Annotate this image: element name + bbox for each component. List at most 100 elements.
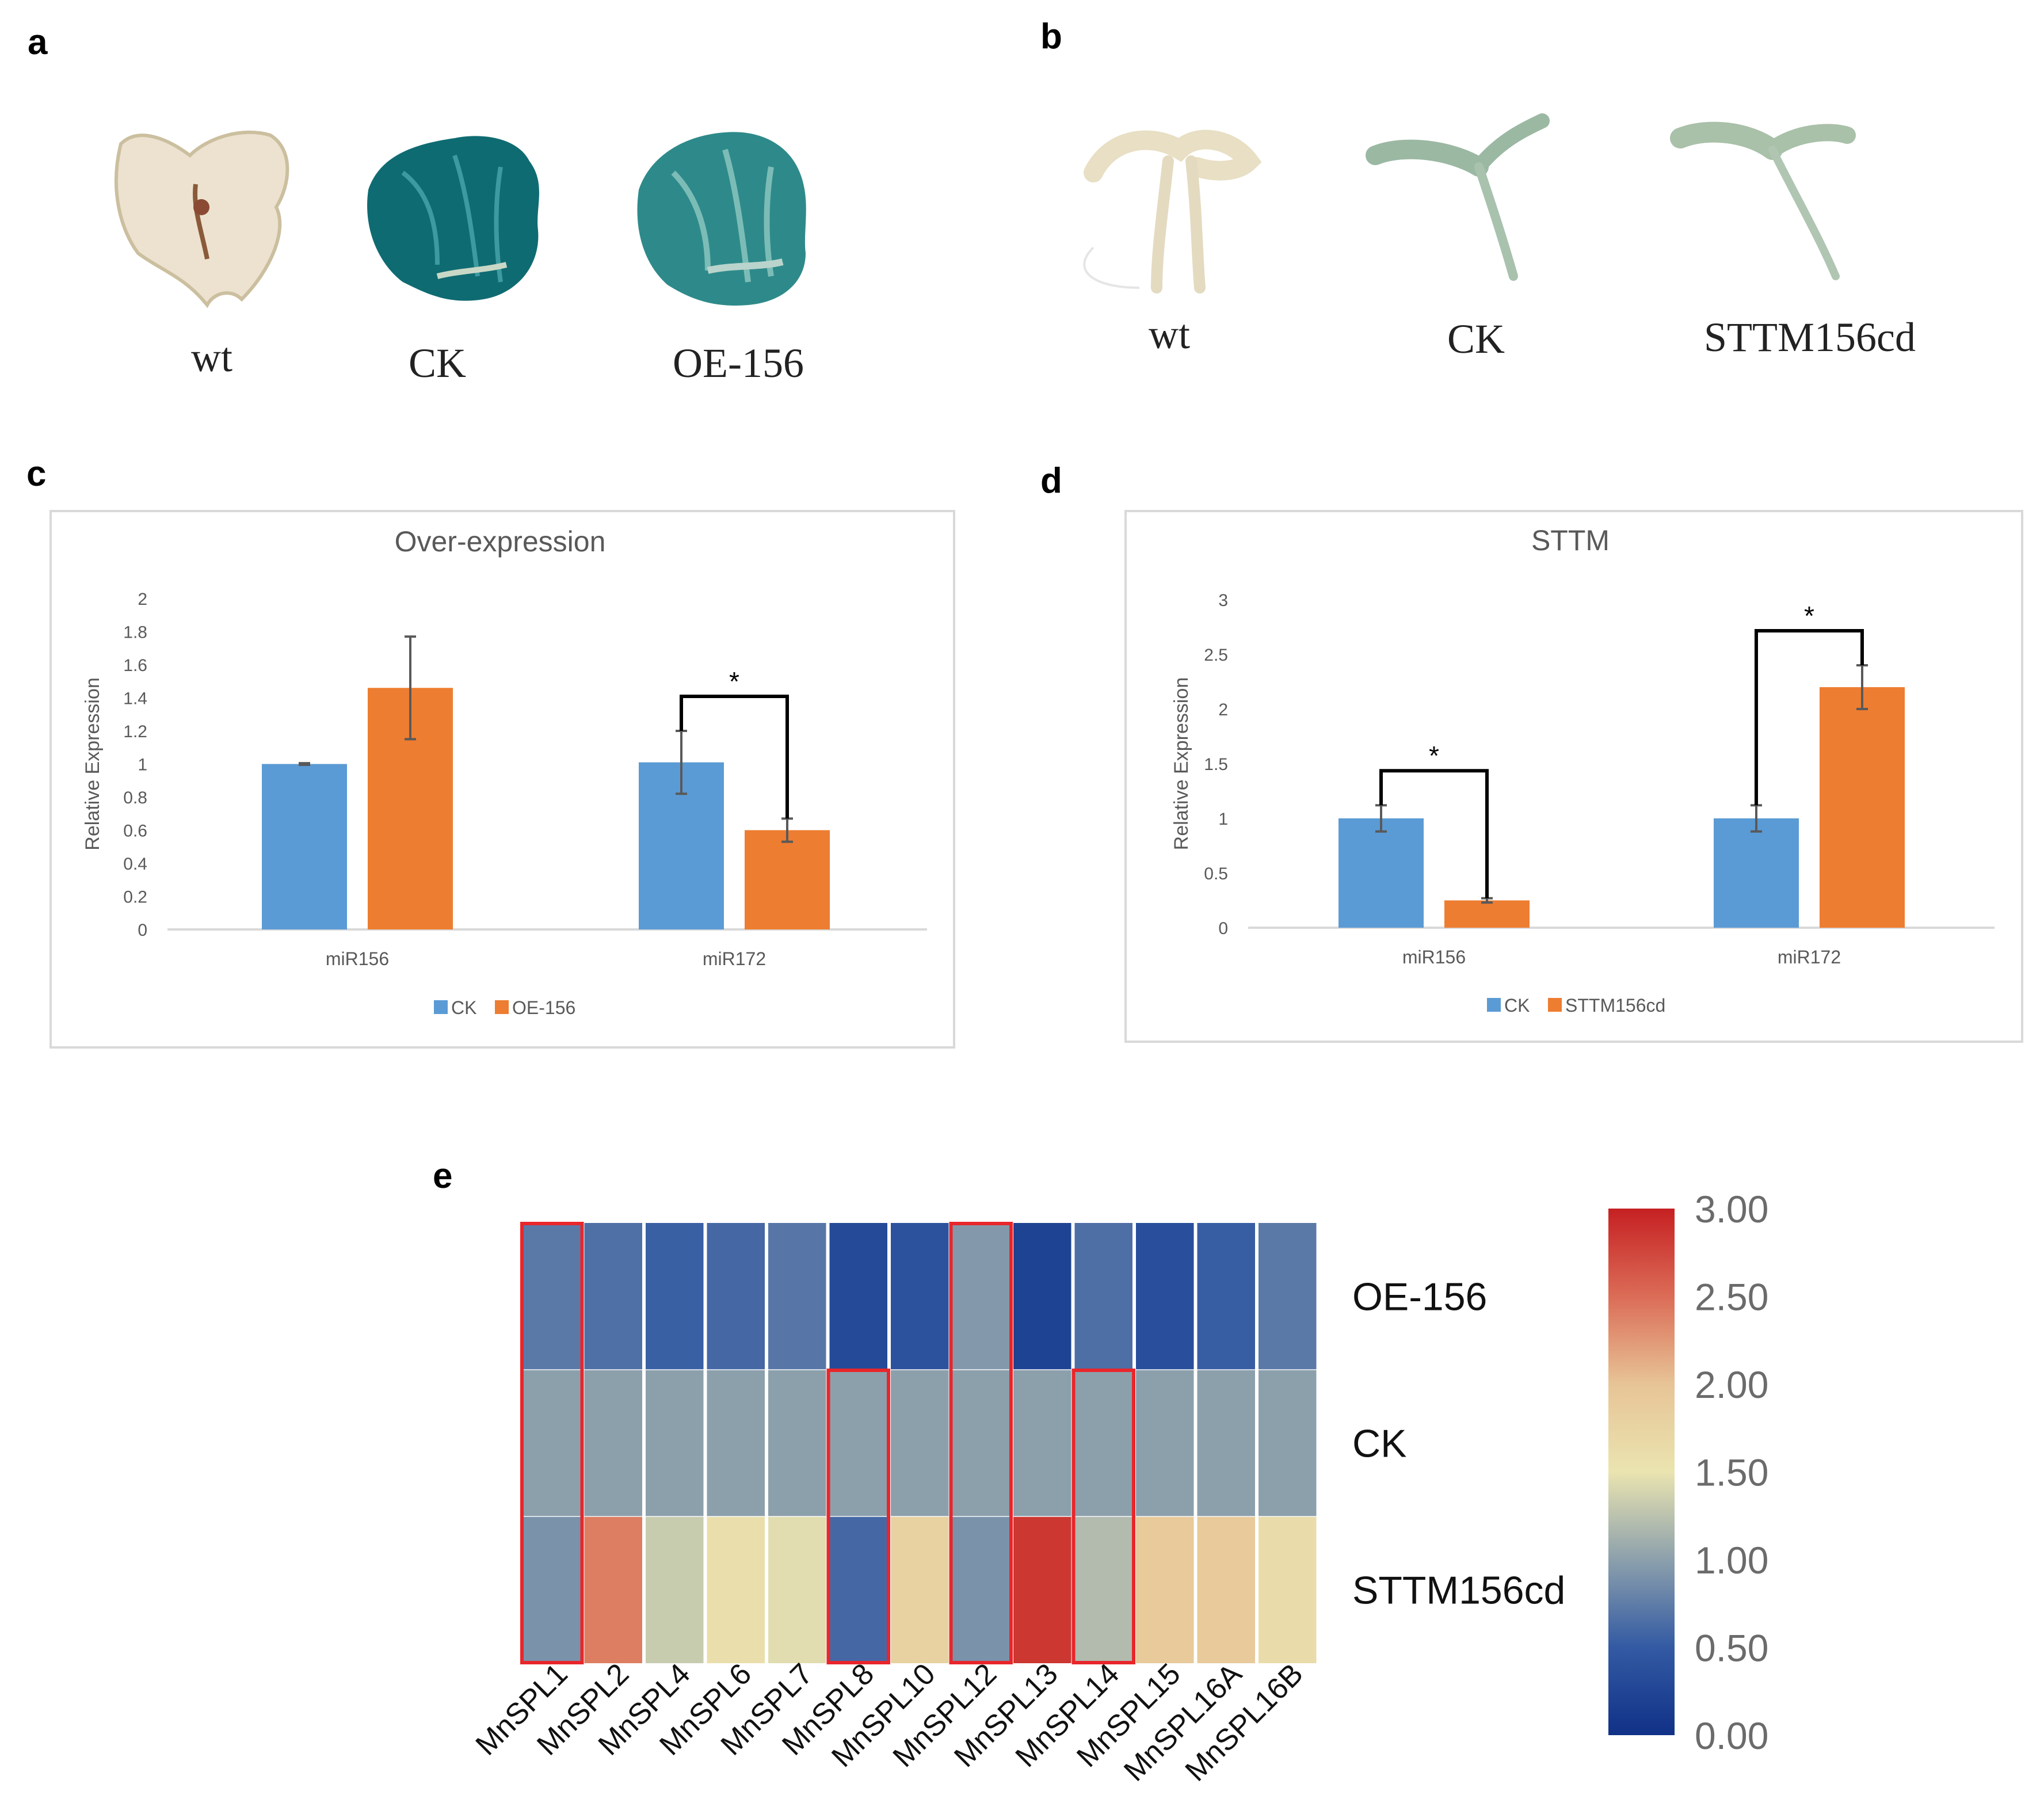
heatmap-cell-mnspl10-oe-156 (891, 1223, 949, 1370)
panel-letter-b: b (1040, 17, 1062, 56)
legend-label-sttm156cd: STTM156cd (1565, 995, 1665, 1016)
colorbar (1608, 1209, 1675, 1735)
heatmap-cell-mnspl12-ck (952, 1370, 1010, 1516)
heatmap-cell-mnspl14-sttm156cd (1074, 1516, 1132, 1663)
heatmap-cell-mnspl8-ck (829, 1370, 887, 1516)
heatmap-cell-mnspl14-oe-156 (1074, 1223, 1132, 1370)
y-tick-label: 0.2 (123, 888, 147, 907)
heatmap-cell-mnspl16a-ck (1197, 1370, 1255, 1516)
panel-c-chart: Over-expression Relative Expression 0 0.2 0.… (82, 525, 927, 1018)
heatmap-cell-mnspl15-oe-156 (1136, 1223, 1194, 1370)
x-tick-label: miR172 (703, 948, 766, 969)
heatmap-cell-mnspl16b-sttm156cd (1259, 1516, 1317, 1663)
seedling-ck-image (1366, 113, 1550, 281)
heatmap-cell-mnspl1-sttm156cd (523, 1516, 581, 1663)
y-tick-label: 0.5 (1204, 864, 1228, 883)
panel-b-label-wt: wt (1149, 311, 1190, 357)
heatmap-cell-mnspl2-oe-156 (584, 1223, 642, 1370)
y-tick-label: 0.4 (123, 855, 147, 874)
heatmap-cell-mnspl8-oe-156 (829, 1223, 887, 1370)
heatmap-row-label: OE-156 (1352, 1275, 1487, 1319)
legend-label-ck: CK (451, 997, 476, 1018)
x-tick-label: miR156 (326, 948, 389, 969)
y-tick-label: 1.4 (123, 689, 147, 708)
panel-a-label-oe156: OE-156 (673, 340, 804, 386)
heatmap-cell-mnspl12-oe-156 (952, 1223, 1010, 1370)
bar-ck-mir156 (1338, 818, 1424, 928)
significance-star: * (1804, 601, 1814, 631)
panel-letter-e: e (433, 1156, 453, 1196)
highlight-box-mnspl12 (949, 1222, 1013, 1664)
significance-bracket (1379, 769, 1489, 898)
panel-b-label-sttm156cd: STTM156cd (1704, 314, 1916, 360)
panel-a-photos (114, 130, 806, 308)
chart-title: STTM (1531, 524, 1610, 557)
legend-swatch-oe-156 (495, 1000, 509, 1014)
bar-sttm156cd-mir156 (1444, 900, 1530, 928)
y-tick-label: 0 (1218, 919, 1228, 938)
heatmap-cell-mnspl13-sttm156cd (1013, 1516, 1071, 1663)
colorbar-tick-label: 2.50 (1695, 1276, 1768, 1318)
panel-b-photos (1083, 113, 1856, 294)
heatmap-cell-mnspl16a-sttm156cd (1197, 1516, 1255, 1663)
heatmap-cell-mnspl15-sttm156cd (1136, 1516, 1194, 1663)
heatmap-cell-mnspl7-oe-156 (768, 1223, 826, 1370)
significance-star: * (1429, 741, 1439, 771)
heatmap-cell-mnspl12-sttm156cd (952, 1516, 1010, 1663)
y-tick-label: 2 (138, 590, 147, 609)
heatmap-cell-mnspl15-ck (1136, 1370, 1194, 1516)
heatmap-cell-mnspl6-oe-156 (707, 1223, 765, 1370)
heatmap-cell-mnspl13-ck (1013, 1370, 1071, 1516)
panel-e-heatmap: OE-156CKSTTM156cdMnSPL1MnSPL2MnSPL4MnSPL… (470, 1188, 1769, 1788)
x-tick-label: miR172 (1778, 947, 1841, 967)
heatmap-cell-mnspl4-sttm156cd (646, 1516, 704, 1663)
colorbar-tick-label: 2.00 (1695, 1363, 1768, 1406)
heatmap-cell-mnspl2-ck (584, 1370, 642, 1516)
panel-d-chart: STTM Relative Expression 0 0.5 1 1.5 2 2.5 3 miR1… (1170, 524, 1995, 1016)
y-tick-label: 1.8 (123, 623, 147, 642)
y-tick-label: 1 (138, 756, 147, 775)
bar-sttm156cd-mir172 (1820, 687, 1905, 928)
heatmap-cell-mnspl7-sttm156cd (768, 1516, 826, 1663)
significance-bracket (680, 695, 789, 819)
colorbar-tick-label: 0.50 (1695, 1627, 1768, 1670)
heatmap-row-label: CK (1352, 1422, 1406, 1466)
y-axis-label: Relative Expression (82, 677, 104, 850)
y-tick-label: 1 (1218, 810, 1228, 829)
panel-c-chart-frame (49, 510, 955, 1049)
legend-label-ck: CK (1504, 995, 1530, 1016)
panel-b-label-ck: CK (1447, 316, 1505, 362)
panel-a-label-wt: wt (191, 334, 232, 380)
legend-swatch-sttm156cd (1548, 998, 1562, 1012)
panel-letter-d: d (1040, 461, 1062, 501)
legend-swatch-ck (1487, 998, 1501, 1012)
chart-title: Over-expression (395, 525, 606, 558)
bar-ck-mir156 (262, 764, 347, 929)
significance-star: * (729, 666, 739, 696)
heatmap-cell-mnspl1-ck (523, 1370, 581, 1516)
highlight-box-mnspl1 (520, 1222, 584, 1664)
bar-ck-mir172 (1714, 818, 1799, 928)
heatmap-cell-mnspl2-sttm156cd (584, 1516, 642, 1663)
legend-label-oe-156: OE-156 (512, 997, 575, 1018)
heatmap-cell-mnspl6-ck (707, 1370, 765, 1516)
y-tick-label: 3 (1218, 591, 1228, 610)
y-tick-label: 1.6 (123, 656, 147, 675)
y-tick-label: 0 (138, 921, 147, 940)
heatmap-row-label: STTM156cd (1352, 1569, 1565, 1613)
colorbar-tick-label: 3.00 (1695, 1188, 1768, 1230)
leaf-wt-image (114, 130, 289, 308)
leaf-ck-image (367, 136, 539, 301)
colorbar-tick-label: 1.50 (1695, 1451, 1768, 1494)
heatmap-cell-mnspl10-ck (891, 1370, 949, 1516)
y-tick-label: 2.5 (1204, 646, 1228, 665)
y-tick-label: 2 (1218, 700, 1228, 719)
heatmap-cell-mnspl4-ck (646, 1370, 704, 1516)
colorbar-tick-label: 0.00 (1695, 1714, 1768, 1757)
leaf-oe156-image (637, 132, 806, 306)
y-tick-label: 0.8 (123, 788, 147, 807)
panel-letter-c: c (26, 454, 47, 494)
heatmap-cell-mnspl16b-ck (1259, 1370, 1317, 1516)
x-tick-label: miR156 (1402, 947, 1466, 967)
y-tick-label: 1.2 (123, 722, 147, 741)
